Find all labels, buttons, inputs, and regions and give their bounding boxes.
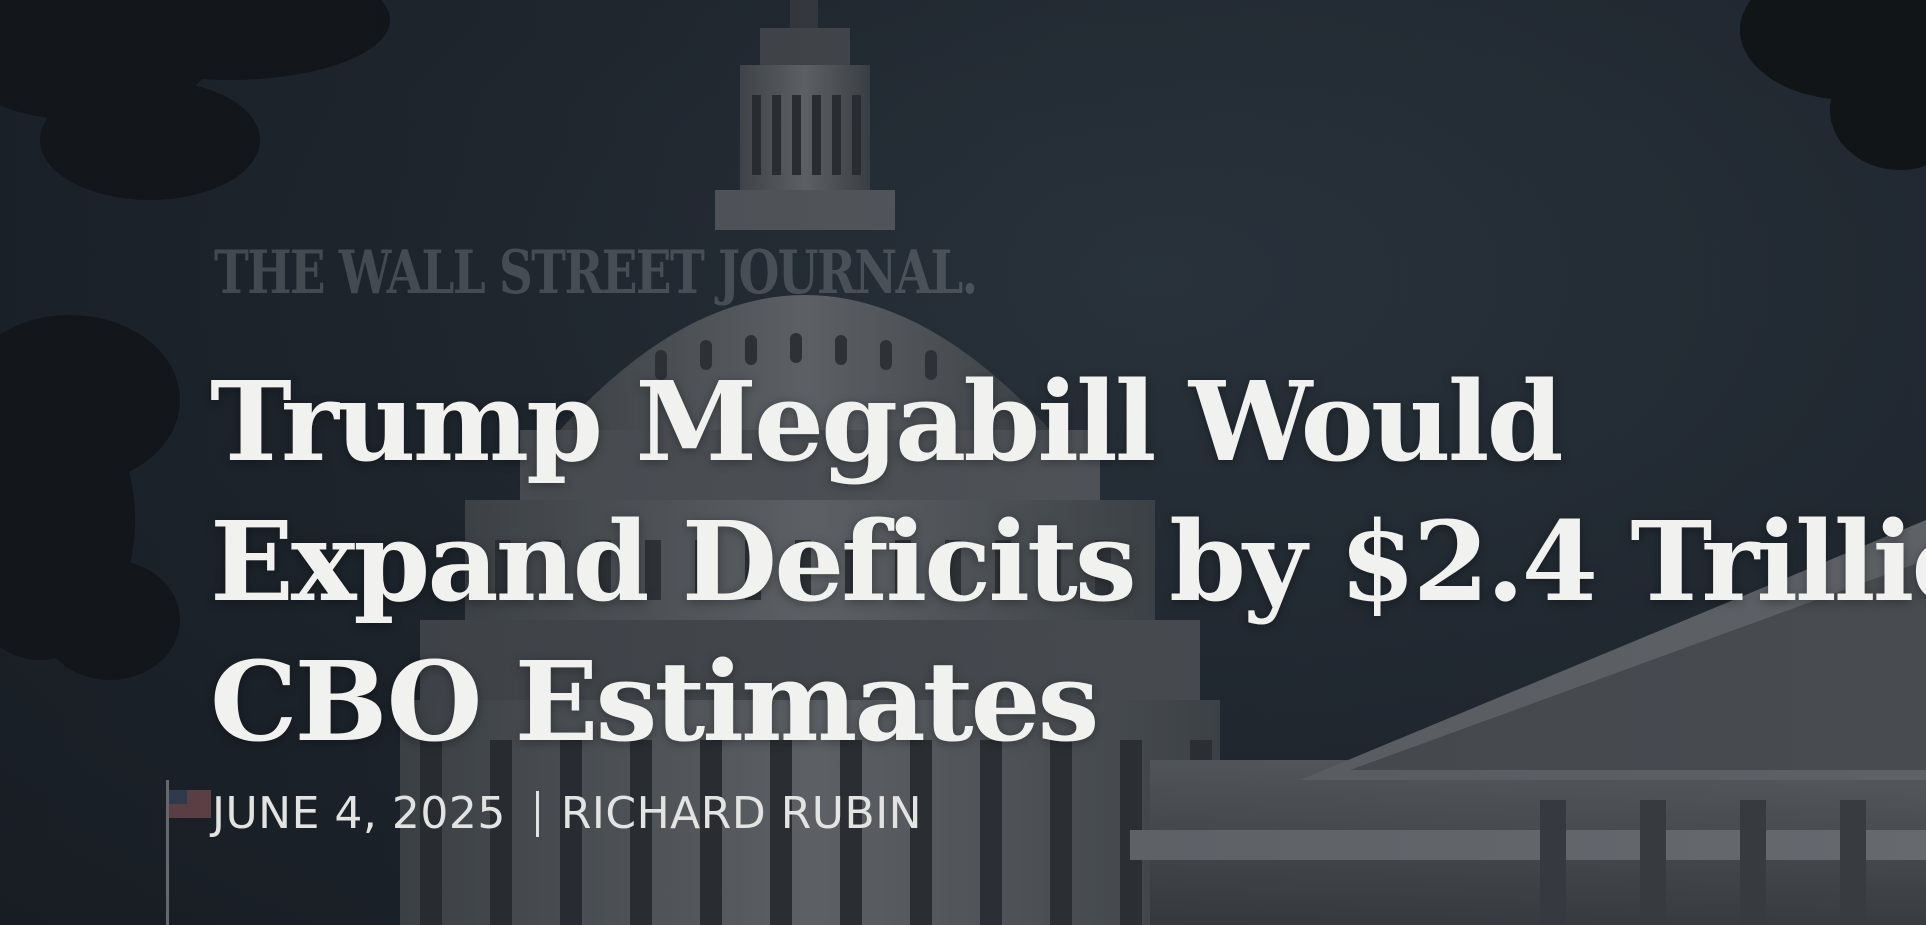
capitol-wing-icon xyxy=(1130,520,1926,925)
article-byline: JUNE 4, 2025 RICHARD RUBIN xyxy=(212,788,922,839)
headline-line: CBO Estimates xyxy=(210,637,1099,766)
article-author[interactable]: RICHARD RUBIN xyxy=(560,788,923,839)
masthead-logo: THE WALL STREET JOURNAL. xyxy=(214,238,978,308)
headline-line: Trump Megabill Would xyxy=(210,357,1564,486)
article-headline[interactable]: Trump Megabill Would Expand Deficits by … xyxy=(210,352,1926,772)
capitol-dome-icon xyxy=(400,0,1220,925)
article-date: JUNE 4, 2025 xyxy=(212,788,506,839)
tree-foliage-icon xyxy=(0,0,1926,680)
american-flag-icon xyxy=(166,780,211,925)
byline-divider xyxy=(535,790,539,837)
headline-line: Expand Deficits by $2.4 Trillion, xyxy=(210,497,1926,626)
